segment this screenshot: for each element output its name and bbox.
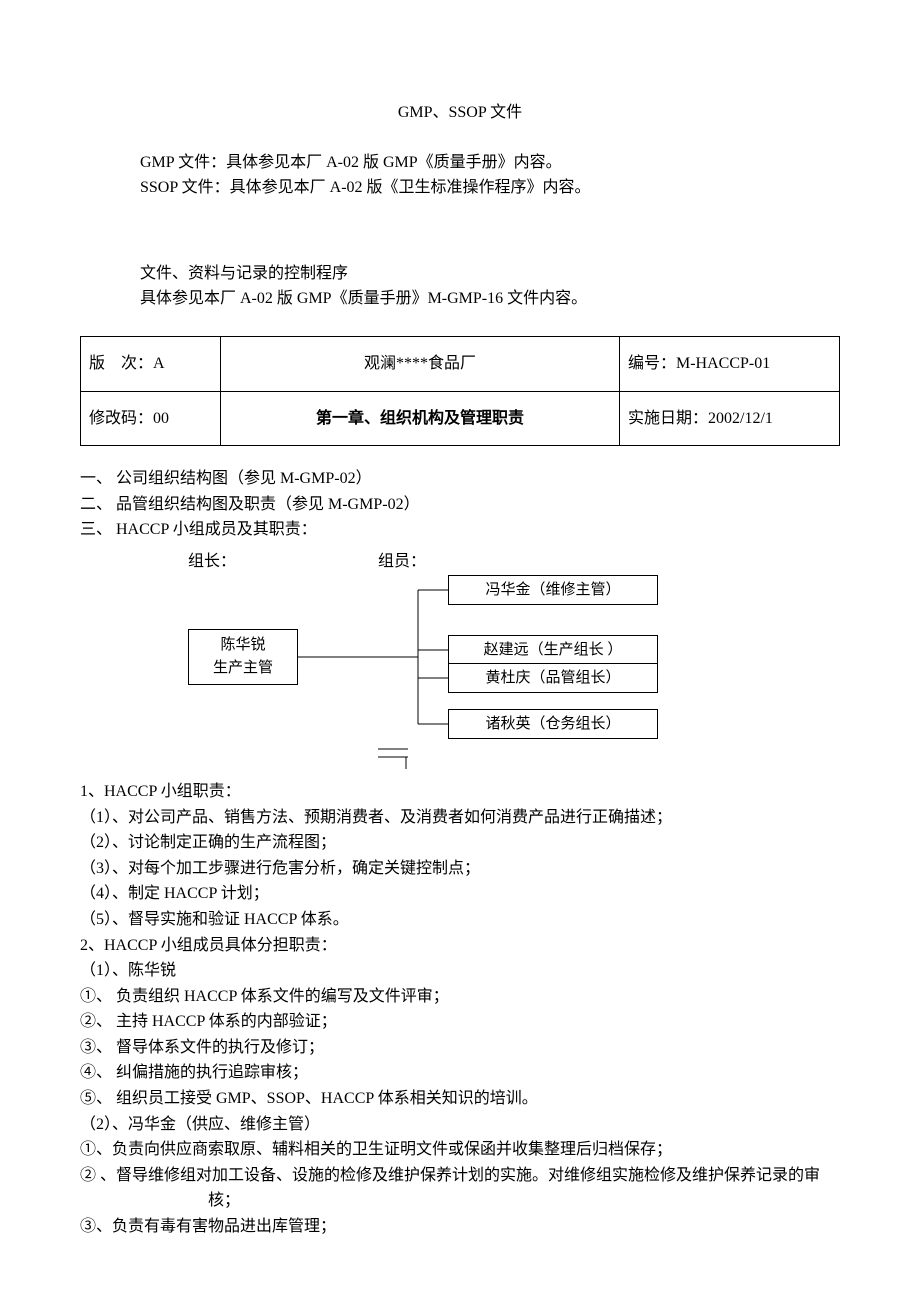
member-label: 组员：: [378, 549, 426, 575]
s1-item-3: （3）、对每个加工步骤进行危害分析，确定关键控制点；: [80, 856, 840, 882]
cell-company: 观澜****食品厂: [221, 336, 620, 391]
intro-block: GMP 文件：具体参见本厂 A-02 版 GMP《质量手册》内容。 SSOP 文…: [140, 150, 840, 201]
section1-head: 1、HACCP 小组职责：: [80, 779, 840, 805]
s1-item-2: （2）、讨论制定正确的生产流程图；: [80, 830, 840, 856]
member-box-2: 赵建远（生产组长 ）: [448, 635, 658, 665]
s2-p1-name: （1）、陈华锐: [80, 958, 840, 984]
s2-p2-a: ①、负责向供应商索取原、辅料相关的卫生证明文件或保函并收集整理后归档保存；: [80, 1137, 840, 1163]
intro-ssop: SSOP 文件：具体参见本厂 A-02 版《卫生标准操作程序》内容。: [140, 175, 840, 201]
mid-line1: 文件、资料与记录的控制程序: [140, 261, 840, 287]
cell-date: 实施日期：2002/12/1: [620, 391, 840, 446]
leader-title: 生产主管: [213, 657, 273, 680]
mid-line2: 具体参见本厂 A-02 版 GMP《质量手册》M-GMP-16 文件内容。: [140, 286, 840, 312]
s1-item-1: （1）、对公司产品、销售方法、预期消费者、及消费者如何消费产品进行正确描述；: [80, 805, 840, 831]
mid-block: 文件、资料与记录的控制程序 具体参见本厂 A-02 版 GMP《质量手册》M-G…: [140, 261, 840, 312]
s2-p1-e: ⑤、 组织员工接受 GMP、SSOP、HACCP 体系相关知识的培训。: [80, 1086, 840, 1112]
cell-version: 版 次：A: [81, 336, 221, 391]
table-row: 版 次：A 观澜****食品厂 编号：M-HACCP-01: [81, 336, 840, 391]
section2-head: 2、HACCP 小组成员具体分担职责：: [80, 933, 840, 959]
toc-item-1: 一、 公司组织结构图（参见 M-GMP-02）: [80, 466, 840, 492]
member-box-3: 黄杜庆（品管组长）: [448, 663, 658, 693]
org-chart: 组长： 组员： 陈华锐 生产主管 冯华金（维修主管） 赵建远（生产组长 ） 黄杜…: [148, 549, 840, 769]
cell-revcode: 修改码：00: [81, 391, 221, 446]
s2-p1-d: ④、 纠偏措施的执行追踪审核；: [80, 1060, 840, 1086]
leader-box: 陈华锐 生产主管: [188, 629, 298, 685]
toc-item-3: 三、 HACCP 小组成员及其职责：: [80, 517, 840, 543]
table-row: 修改码：00 第一章、组织机构及管理职责 实施日期：2002/12/1: [81, 391, 840, 446]
s2-p1-a: ①、 负责组织 HACCP 体系文件的编写及文件评审；: [80, 984, 840, 1010]
s2-p2-c: ③、负责有毒有害物品进出库管理；: [80, 1214, 840, 1240]
s2-p2-name: （2）、冯华金（供应、维修主管）: [80, 1112, 840, 1138]
s2-p2-b: ② 、督导维修组对加工设备、设施的检修及维护保养计划的实施。对维修组实施检修及维…: [80, 1163, 840, 1214]
member-box-1: 冯华金（维修主管）: [448, 575, 658, 605]
page-title: GMP、SSOP 文件: [80, 100, 840, 126]
header-table: 版 次：A 观澜****食品厂 编号：M-HACCP-01 修改码：00 第一章…: [80, 336, 840, 446]
document-page: GMP、SSOP 文件 GMP 文件：具体参见本厂 A-02 版 GMP《质量手…: [0, 0, 920, 1280]
leader-label: 组长：: [188, 549, 236, 575]
s2-p1-c: ③、 督导体系文件的执行及修订；: [80, 1035, 840, 1061]
cell-chapter-title: 第一章、组织机构及管理职责: [221, 391, 620, 446]
s1-item-4: （4）、制定 HACCP 计划；: [80, 881, 840, 907]
leader-name: 陈华锐: [220, 634, 265, 657]
s2-p1-b: ②、 主持 HACCP 体系的内部验证；: [80, 1009, 840, 1035]
cell-docno: 编号：M-HACCP-01: [620, 336, 840, 391]
intro-gmp: GMP 文件：具体参见本厂 A-02 版 GMP《质量手册》内容。: [140, 150, 840, 176]
member-box-4: 诸秋英（仓务组长）: [448, 709, 658, 739]
toc-item-2: 二、 品管组织结构图及职责（参见 M-GMP-02）: [80, 492, 840, 518]
s1-item-5: （5）、督导实施和验证 HACCP 体系。: [80, 907, 840, 933]
